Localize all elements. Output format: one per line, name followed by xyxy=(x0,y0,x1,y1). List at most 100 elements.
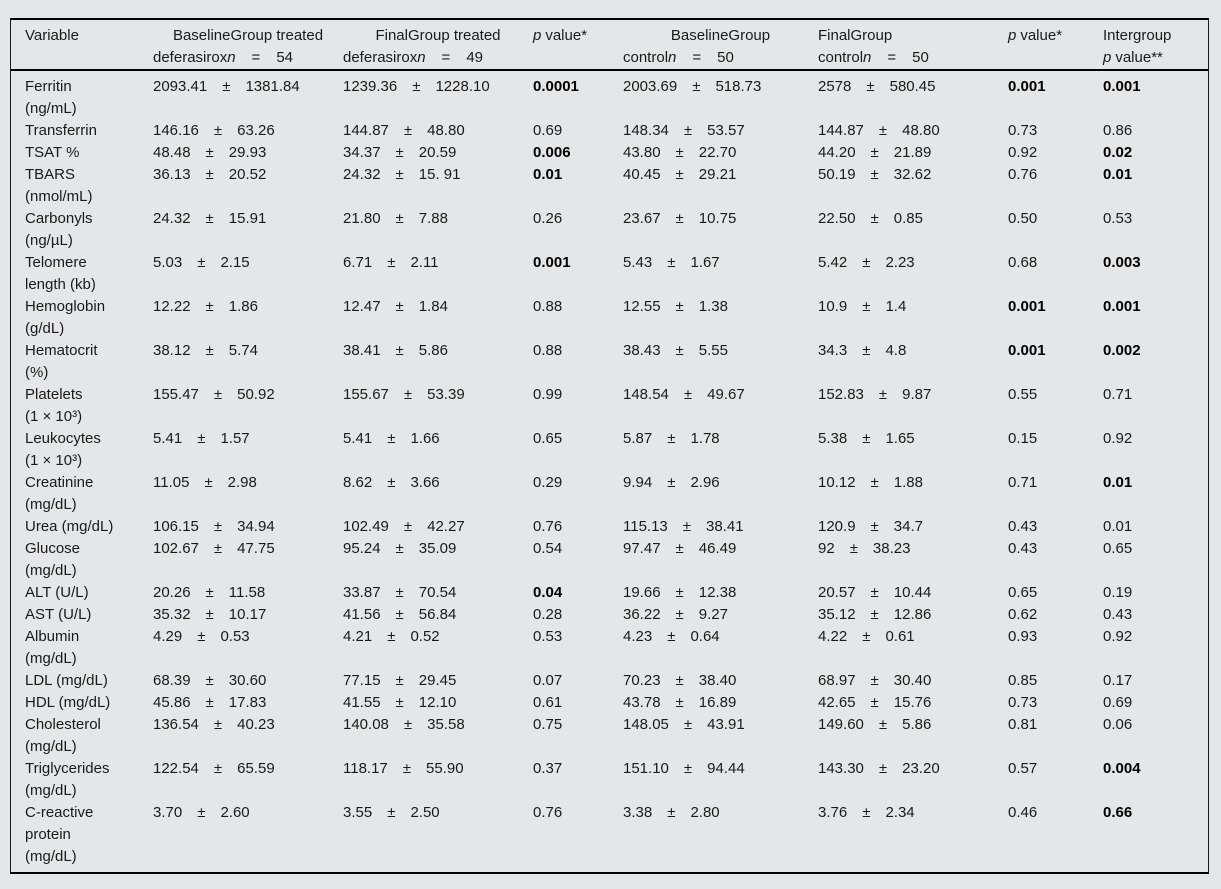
plus-minus-sign: ± xyxy=(387,804,396,821)
mean-value: 41.55 xyxy=(343,694,381,711)
sd-value: 43.91 xyxy=(707,716,745,733)
plus-minus-sign: ± xyxy=(870,606,879,623)
p-value-1-cell: 0.006 xyxy=(533,144,571,161)
sd-value: 5.86 xyxy=(418,342,448,359)
plus-minus-sign: ± xyxy=(675,210,684,227)
final-treated-cell: 34.37 ±20.59 xyxy=(343,142,533,164)
sd-value: 11.58 xyxy=(228,584,266,601)
plus-minus-sign: ± xyxy=(204,474,213,491)
p-symbol: p xyxy=(1008,27,1017,44)
mean-value: 42.65 xyxy=(818,694,856,711)
mean-value: 33.87 xyxy=(343,584,381,601)
p-value-2-cell: 0.62 xyxy=(1008,606,1038,623)
mean-value: 10.12 xyxy=(818,474,856,491)
sd-value: 46.49 xyxy=(698,540,737,557)
plus-minus-sign: ± xyxy=(387,474,396,491)
baseline-control-cell: 148.05 ±43.91 xyxy=(623,714,818,758)
final-treated-cell: 102.49 ±42.27 xyxy=(343,516,533,538)
sd-value: 65.59 xyxy=(237,760,275,777)
table-row: ALT (U/L) 20.26 ±11.58 33.87 ±70.54 0.04 1… xyxy=(11,582,1208,604)
baseline-control-cell: 43.78 ±16.89 xyxy=(623,692,818,714)
header-final-treated: FinalGroup treated deferasiroxn = 49 xyxy=(343,20,533,71)
variable-cell: Telomere length (kb) xyxy=(25,254,96,293)
mean-value: 24.32 xyxy=(343,166,381,183)
mean-value: 155.67 xyxy=(343,386,389,403)
mean-value: 19.66 xyxy=(623,584,661,601)
sd-value: 1.84 xyxy=(418,298,448,315)
intergroup-p-cell: 0.004 xyxy=(1103,760,1141,777)
table-row: LDL (mg/dL) 68.39 ±30.60 77.15 ±29.45 0.07… xyxy=(11,670,1208,692)
mean-value: 22.50 xyxy=(818,210,856,227)
baseline-control-cell: 36.22 ±9.27 xyxy=(623,604,818,626)
sd-value: 38.41 xyxy=(706,518,744,535)
plus-minus-sign: ± xyxy=(870,166,879,183)
mean-value: 2578 xyxy=(818,78,852,95)
mean-value: 155.47 xyxy=(153,386,199,403)
sd-value: 35.09 xyxy=(418,540,457,557)
mean-value: 8.62 xyxy=(343,474,373,491)
plus-minus-sign: ± xyxy=(213,540,223,557)
intergroup-p-cell: 0.53 xyxy=(1103,210,1133,227)
final-control-cell: 92 ±38.23 xyxy=(818,538,1008,582)
sd-value: 1381.84 xyxy=(245,78,300,95)
plus-minus-sign: ± xyxy=(675,540,684,557)
final-treated-cell: 12.47 ±1.84 xyxy=(343,296,533,340)
sd-value: 1228.10 xyxy=(435,78,490,95)
p-value-1-cell: 0.37 xyxy=(533,760,563,777)
baseline-treated-cell: 35.32 ±10.17 xyxy=(153,604,343,626)
sd-value: 0.53 xyxy=(220,628,250,645)
sd-value: 3.66 xyxy=(410,474,440,491)
sd-value: 1.38 xyxy=(698,298,728,315)
table-row: Creatinine (mg/dL) 11.05 ±2.98 8.62 ±3.66 … xyxy=(11,472,1208,516)
baseline-treated-cell: 106.15 ±34.94 xyxy=(153,516,343,538)
mean-value: 50.19 xyxy=(818,166,856,183)
p-value-2-cell: 0.76 xyxy=(1008,166,1038,183)
table-row: Triglycerides (mg/dL) 122.54 ±65.59 118.1… xyxy=(11,758,1208,802)
sd-value: 2.15 xyxy=(220,254,250,271)
variable-cell: HDL (mg/dL) xyxy=(25,694,111,711)
baseline-control-cell: 38.43 ±5.55 xyxy=(623,340,818,384)
variable-cell: Ferritin (ng/mL) xyxy=(25,78,77,117)
variable-cell: Cholesterol (mg/dL) xyxy=(25,716,101,755)
plus-minus-sign: ± xyxy=(862,342,871,359)
sd-value: 12.38 xyxy=(698,584,737,601)
sd-value: 48.80 xyxy=(902,122,940,139)
group-title: BaselineGroup xyxy=(670,27,771,44)
mean-value: 5.42 xyxy=(818,254,848,271)
sd-value: 50.92 xyxy=(237,386,275,403)
n-symbol: n xyxy=(668,49,677,66)
mean-value: 144.87 xyxy=(818,122,864,139)
group-n-line: deferasiroxn = 54 xyxy=(153,47,343,69)
p-value-1-cell: 0.76 xyxy=(533,804,563,821)
baseline-control-cell: 148.34 ±53.57 xyxy=(623,120,818,142)
p-value-1-cell: 0.001 xyxy=(533,254,571,271)
plus-minus-sign: ± xyxy=(197,628,206,645)
variable-cell: Albumin (mg/dL) xyxy=(25,628,80,667)
header-variable: Variable xyxy=(11,20,153,71)
sd-value: 34.7 xyxy=(893,518,923,535)
mean-value: 20.26 xyxy=(153,584,191,601)
final-treated-cell: 118.17 ±55.90 xyxy=(343,758,533,802)
header-final-control: FinalGroup controln = 50 xyxy=(818,20,1008,71)
mean-value: 21.80 xyxy=(343,210,381,227)
variable-cell: Glucose (mg/dL) xyxy=(25,540,81,579)
mean-value: 34.37 xyxy=(343,144,381,161)
sd-value: 38.23 xyxy=(872,540,911,557)
p-value-1-cell: 0.88 xyxy=(533,342,563,359)
plus-minus-sign: ± xyxy=(395,342,404,359)
table-row: TBARS (nmol/mL) 36.13 ±20.52 24.32 ±15. 91… xyxy=(11,164,1208,208)
equals-sign: = xyxy=(692,49,702,66)
plus-minus-sign: ± xyxy=(667,474,676,491)
final-treated-cell: 140.08 ±35.58 xyxy=(343,714,533,758)
final-control-cell: 22.50 ±0.85 xyxy=(818,208,1008,252)
mean-value: 12.55 xyxy=(623,298,661,315)
mean-value: 38.41 xyxy=(343,342,381,359)
mean-value: 6.71 xyxy=(343,254,373,271)
plus-minus-sign: ± xyxy=(205,144,214,161)
variable-cell: Triglycerides (mg/dL) xyxy=(25,760,110,799)
group-title: BaselineGroup treated xyxy=(172,27,324,44)
group-drug-label: deferasirox xyxy=(343,49,418,66)
mean-value: 144.87 xyxy=(343,122,389,139)
table-row: Leukocytes (1 × 10³) 5.41 ±1.57 5.41 ±1.66… xyxy=(11,428,1208,472)
sd-value: 29.21 xyxy=(698,166,737,183)
